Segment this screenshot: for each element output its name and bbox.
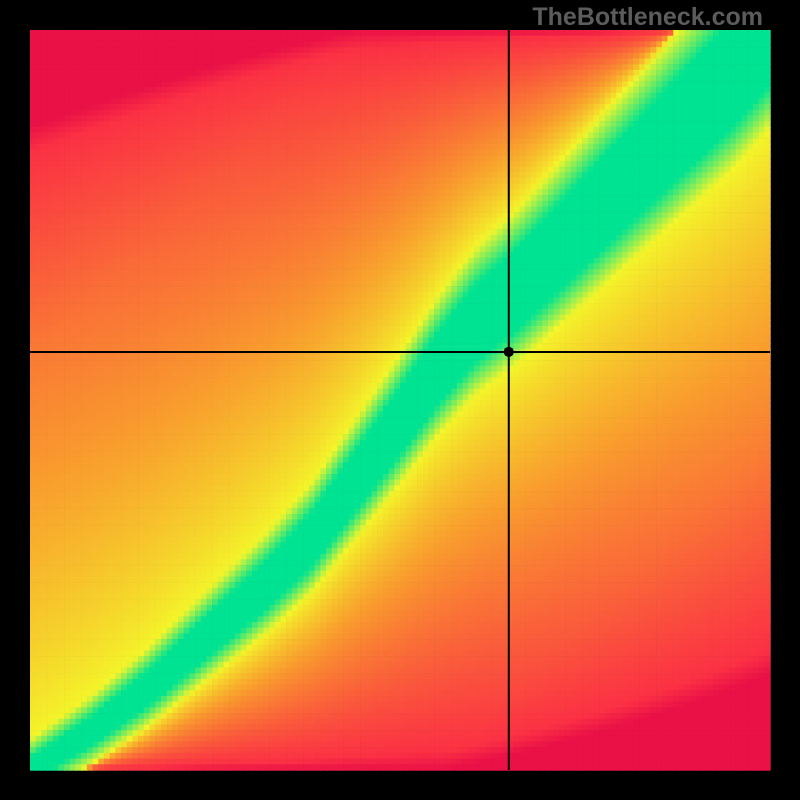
bottleneck-heatmap (0, 0, 800, 800)
chart-container: TheBottleneck.com (0, 0, 800, 800)
